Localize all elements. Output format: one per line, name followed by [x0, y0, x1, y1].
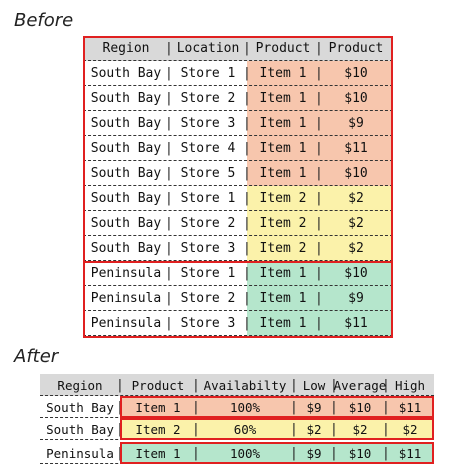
- cell-price: $11: [315, 311, 393, 336]
- after-cell-availability: 100%: [192, 442, 294, 464]
- cell-price: $10: [315, 86, 393, 111]
- cell-location: Store 1: [165, 61, 247, 86]
- after-header-region: Region: [57, 377, 103, 393]
- before-table: Region Location Product Product South Ba…: [83, 36, 393, 338]
- cell-price: $2: [315, 211, 393, 236]
- after-header-product: Product: [116, 374, 196, 396]
- header-region: Region: [102, 41, 150, 56]
- cell-location: Store 3: [165, 111, 247, 136]
- before-label: Before: [14, 10, 74, 31]
- cell-product: Item 1: [243, 61, 319, 86]
- cell-price: $10: [315, 161, 393, 186]
- cell-price: $10: [315, 61, 393, 86]
- header-location: Location: [165, 36, 247, 61]
- cell-location: Store 4: [165, 136, 247, 161]
- after-cell-high: $2: [382, 418, 434, 440]
- before-header-row: Region Location Product Product: [83, 36, 393, 61]
- after-header-row: Region Product Availabilty Low Average H…: [40, 374, 434, 396]
- after-cell-product: Item 1: [116, 442, 196, 464]
- before-row: South BayStore 5Item 1$10: [83, 161, 393, 186]
- after-cell-availability: 60%: [192, 418, 294, 440]
- cell-region: Peninsula: [90, 266, 162, 281]
- cell-product: Item 1: [243, 261, 319, 286]
- cell-product: Item 1: [243, 161, 319, 186]
- cell-location: Store 1: [165, 261, 247, 286]
- after-cell-product: Item 1: [116, 396, 196, 418]
- before-row: South BayStore 2Item 1$10: [83, 86, 393, 111]
- after-table: Region Product Availabilty Low Average H…: [40, 374, 434, 464]
- after-row: South BayItem 260%$2$2$2: [40, 418, 434, 440]
- before-row: South BayStore 2Item 2$2: [83, 211, 393, 236]
- cell-price: $9: [315, 286, 393, 311]
- after-cell-average: $2: [330, 418, 386, 440]
- after-cell-region: Peninsula: [46, 445, 114, 461]
- after-cell-region: South Bay: [46, 421, 114, 437]
- cell-price: $2: [315, 186, 393, 211]
- cell-region: South Bay: [90, 216, 162, 231]
- cell-product: Item 2: [243, 236, 319, 261]
- cell-price: $10: [315, 261, 393, 286]
- cell-product: Item 1: [243, 111, 319, 136]
- before-row: PeninsulaStore 3Item 1$11: [83, 311, 393, 336]
- cell-region: South Bay: [90, 141, 162, 156]
- cell-product: Item 1: [243, 86, 319, 111]
- after-cell-high: $11: [382, 442, 434, 464]
- header-product: Product: [243, 36, 319, 61]
- cell-region: South Bay: [90, 91, 162, 106]
- after-header-availability: Availabilty: [192, 374, 294, 396]
- after-cell-low: $2: [290, 418, 334, 440]
- after-cell-average: $10: [330, 442, 386, 464]
- after-cell-low: $9: [290, 396, 334, 418]
- cell-price: $9: [315, 111, 393, 136]
- after-header-low: Low: [290, 374, 334, 396]
- cell-location: Store 5: [165, 161, 247, 186]
- after-cell-product: Item 2: [116, 418, 196, 440]
- cell-region: South Bay: [90, 66, 162, 81]
- cell-region: Peninsula: [90, 291, 162, 306]
- cell-price: $2: [315, 236, 393, 261]
- cell-product: Item 2: [243, 211, 319, 236]
- cell-product: Item 1: [243, 311, 319, 336]
- cell-product: Item 1: [243, 286, 319, 311]
- after-header-high: High: [382, 374, 434, 396]
- cell-region: South Bay: [90, 166, 162, 181]
- cell-region: South Bay: [90, 191, 162, 206]
- after-cell-region: South Bay: [46, 399, 114, 415]
- cell-location: Store 2: [165, 86, 247, 111]
- before-row: South BayStore 3Item 1$9: [83, 111, 393, 136]
- cell-location: Store 3: [165, 236, 247, 261]
- before-row: PeninsulaStore 1Item 1$10: [83, 261, 393, 286]
- after-row: PeninsulaItem 1100%$9$10$11: [40, 442, 434, 464]
- cell-location: Store 2: [165, 286, 247, 311]
- before-row: South BayStore 1Item 1$10: [83, 61, 393, 86]
- cell-location: Store 3: [165, 311, 247, 336]
- after-cell-low: $9: [290, 442, 334, 464]
- cell-region: South Bay: [90, 116, 162, 131]
- cell-product: Item 1: [243, 136, 319, 161]
- after-cell-average: $10: [330, 396, 386, 418]
- header-price: Product: [315, 36, 393, 61]
- after-row: South BayItem 1100%$9$10$11: [40, 396, 434, 418]
- before-row: South BayStore 4Item 1$11: [83, 136, 393, 161]
- before-row: South BayStore 1Item 2$2: [83, 186, 393, 211]
- cell-region: Peninsula: [90, 316, 162, 331]
- after-cell-high: $11: [382, 396, 434, 418]
- after-header-average: Average: [330, 374, 386, 396]
- before-row: PeninsulaStore 2Item 1$9: [83, 286, 393, 311]
- cell-region: South Bay: [90, 241, 162, 256]
- cell-location: Store 2: [165, 211, 247, 236]
- after-cell-availability: 100%: [192, 396, 294, 418]
- before-row: South BayStore 3Item 2$2: [83, 236, 393, 261]
- after-label: After: [14, 346, 59, 367]
- cell-location: Store 1: [165, 186, 247, 211]
- cell-price: $11: [315, 136, 393, 161]
- cell-product: Item 2: [243, 186, 319, 211]
